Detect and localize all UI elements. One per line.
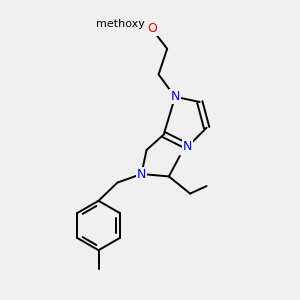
Text: methoxy: methoxy	[96, 19, 145, 29]
Text: N: N	[137, 167, 146, 181]
Text: O: O	[147, 22, 157, 35]
Text: N: N	[183, 140, 192, 153]
Text: N: N	[170, 90, 180, 103]
